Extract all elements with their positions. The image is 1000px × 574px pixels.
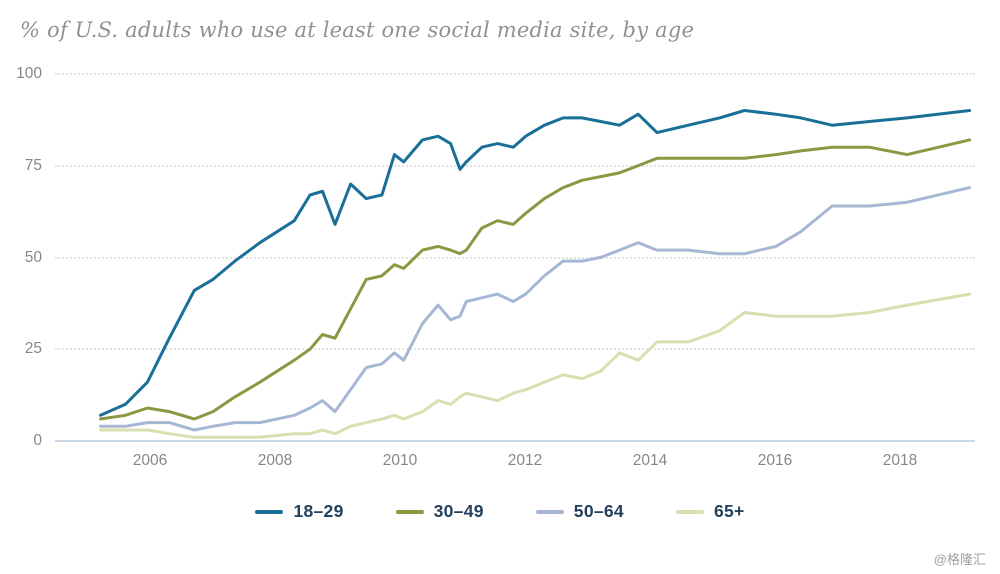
x-tick-label: 2008 <box>257 452 293 469</box>
legend-item-18-29: 18–29 <box>255 501 343 522</box>
gridline-25 <box>55 348 975 350</box>
legend-item-50-64: 50–64 <box>535 501 624 522</box>
legend-swatch-18-29 <box>255 509 284 514</box>
line-series-30-49 <box>99 138 972 421</box>
legend-label-18-29: 18–29 <box>293 501 344 521</box>
x-tick-label: 2018 <box>882 452 918 469</box>
chart-title: % of U.S. adults who use at least one so… <box>20 18 695 42</box>
legend-swatch-50-64 <box>535 509 564 514</box>
line-series-65+ <box>99 292 972 439</box>
legend-label-30-49: 30–49 <box>433 501 484 521</box>
y-tick-label: 0 <box>33 432 42 449</box>
line-series-18-29 <box>99 109 972 417</box>
x-axis-baseline <box>55 440 975 442</box>
legend-item-65plus: 65+ <box>675 501 745 522</box>
x-tick-label: 2014 <box>632 452 668 469</box>
line-series-50-64 <box>99 186 972 432</box>
watermark: @格隆汇 <box>933 552 986 567</box>
x-tick-label: 2016 <box>757 452 793 469</box>
legend-label-50-64: 50–64 <box>573 501 624 521</box>
legend-label-65plus: 65+ <box>713 501 745 521</box>
legend: 18–29 30–49 50–64 65+ <box>0 501 1000 522</box>
legend-swatch-30-49 <box>395 509 424 514</box>
legend-swatch-65plus <box>675 509 704 514</box>
y-tick-label: 50 <box>24 249 42 266</box>
x-tick-label: 2012 <box>507 452 543 469</box>
gridline-75 <box>55 165 975 167</box>
gridline-100 <box>55 73 975 75</box>
legend-item-30-49: 30–49 <box>395 501 484 522</box>
x-tick-label: 2006 <box>132 452 168 469</box>
x-tick-label: 2010 <box>382 452 418 469</box>
y-tick-label: 75 <box>24 157 42 174</box>
y-tick-label: 100 <box>16 65 42 82</box>
y-tick-label: 25 <box>24 340 42 357</box>
gridline-50 <box>55 257 975 259</box>
